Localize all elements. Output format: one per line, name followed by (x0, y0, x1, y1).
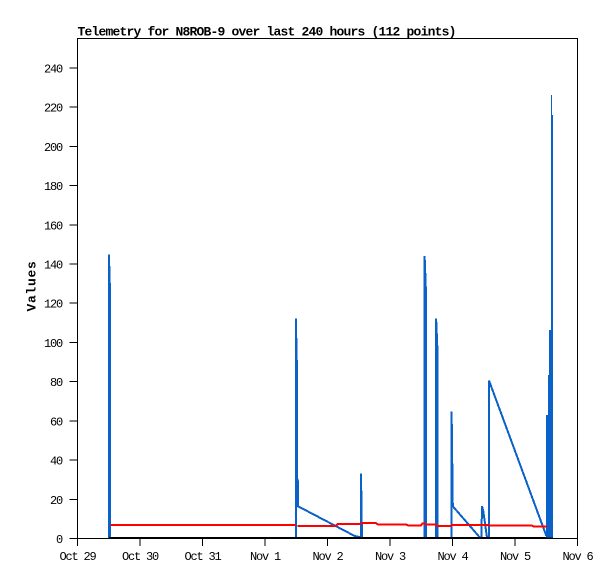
svg-text:Nov 4: Nov 4 (437, 550, 468, 564)
svg-text:Values: Values (25, 260, 40, 311)
svg-text:140: 140 (44, 259, 63, 273)
svg-text:Telemetry for N8ROB-9 over las: Telemetry for N8ROB-9 over last 240 hour… (78, 25, 456, 40)
svg-text:180: 180 (44, 180, 63, 194)
svg-text:Nov 5: Nov 5 (500, 550, 531, 564)
svg-text:60: 60 (50, 415, 63, 429)
svg-text:Nov 6: Nov 6 (562, 550, 593, 564)
svg-text:20: 20 (50, 494, 63, 508)
svg-text:200: 200 (44, 141, 63, 155)
svg-text:100: 100 (44, 337, 63, 351)
svg-text:40: 40 (50, 455, 63, 469)
svg-text:240: 240 (44, 63, 63, 77)
svg-text:220: 220 (44, 102, 63, 116)
svg-text:Oct 31: Oct 31 (184, 550, 221, 564)
svg-text:120: 120 (44, 298, 63, 312)
svg-text:160: 160 (44, 219, 63, 233)
svg-text:Nov 2: Nov 2 (312, 550, 343, 564)
svg-text:Nov 3: Nov 3 (375, 550, 406, 564)
svg-text:0: 0 (56, 533, 63, 547)
svg-text:Nov 1: Nov 1 (250, 550, 281, 564)
svg-text:Oct 29: Oct 29 (59, 550, 96, 564)
svg-text:80: 80 (50, 376, 63, 390)
svg-text:Oct 30: Oct 30 (122, 550, 159, 564)
